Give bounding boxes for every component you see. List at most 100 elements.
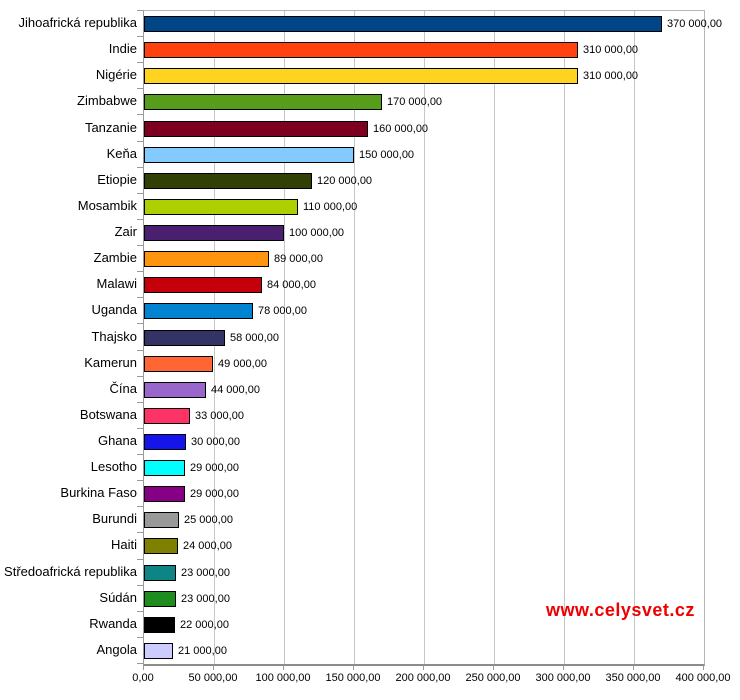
bar — [144, 251, 269, 268]
bar — [144, 460, 185, 477]
value-label: 24 000,00 — [183, 540, 232, 553]
x-axis-label: 200 000,00 — [395, 672, 451, 684]
bar — [144, 42, 578, 59]
value-label: 120 000,00 — [317, 174, 373, 187]
gridline — [564, 11, 565, 664]
value-label: 49 000,00 — [218, 357, 267, 370]
value-label: 22 000,00 — [180, 618, 229, 631]
category-label: Nigérie — [95, 67, 137, 83]
value-label: 23 000,00 — [181, 566, 230, 579]
y-axis-tick — [137, 271, 143, 272]
y-axis-tick — [137, 323, 143, 324]
x-axis-tick — [633, 665, 634, 670]
category-label: Súdán — [99, 589, 137, 605]
category-label: Burundi — [92, 511, 137, 527]
y-axis-tick — [137, 663, 143, 664]
y-axis-tick — [137, 532, 143, 533]
category-label: Zair — [114, 224, 137, 240]
category-label: Zambie — [93, 250, 137, 266]
bar — [144, 642, 173, 659]
value-label: 110 000,00 — [303, 200, 358, 213]
watermark-text: www.celysvet.cz — [546, 600, 695, 620]
value-label: 84 000,00 — [267, 279, 316, 292]
value-label: 33 000,00 — [195, 409, 244, 422]
category-label: Tanzanie — [84, 119, 137, 135]
category-label: Zimbabwe — [77, 93, 137, 109]
bar — [144, 486, 185, 503]
bar — [144, 146, 354, 163]
bar — [144, 564, 176, 581]
x-axis-label: 350 000,00 — [605, 672, 661, 684]
y-axis-tick — [137, 585, 143, 586]
value-label: 29 000,00 — [190, 462, 239, 475]
y-axis-tick — [137, 480, 143, 481]
category-label: Ghana — [97, 432, 137, 448]
value-label: 30 000,00 — [191, 435, 240, 448]
y-axis-tick — [137, 637, 143, 638]
x-axis-label: 100 000,00 — [255, 672, 311, 684]
x-axis-label: 300 000,00 — [535, 672, 591, 684]
category-label: Thajsko — [91, 328, 137, 344]
x-axis-label: 50 000,00 — [188, 672, 238, 684]
gridline — [424, 11, 425, 664]
bar — [144, 16, 662, 33]
category-label: Uganda — [91, 302, 137, 318]
value-label: 310 000,00 — [583, 44, 639, 57]
y-axis-tick — [137, 193, 143, 194]
y-axis-tick — [137, 114, 143, 115]
value-label: 150 000,00 — [359, 148, 415, 161]
category-label: Indie — [108, 41, 137, 57]
category-label: Etiopie — [97, 171, 137, 187]
category-label: Angola — [96, 641, 137, 657]
value-label: 100 000,00 — [289, 227, 345, 240]
x-axis-tick — [283, 665, 284, 670]
gridline — [634, 11, 635, 664]
x-axis-tick — [493, 665, 494, 670]
category-label: Mosambik — [77, 197, 137, 213]
value-label: 89 000,00 — [274, 253, 323, 266]
x-axis-tick — [143, 665, 144, 670]
y-axis-tick — [137, 376, 143, 377]
x-axis-label: 250 000,00 — [465, 672, 521, 684]
y-axis-tick — [137, 10, 143, 11]
bar — [144, 433, 186, 450]
x-axis-label: 400 000,00 — [675, 672, 731, 684]
y-axis-tick — [137, 245, 143, 246]
y-axis-tick — [137, 297, 143, 298]
bar — [144, 381, 206, 398]
bar — [144, 616, 175, 633]
x-axis-tick — [213, 665, 214, 670]
category-label: Keňa — [106, 145, 137, 161]
bar — [144, 355, 213, 372]
plot-area: 370 000,00 310 000,00 310 000,00 170 000,00… — [143, 10, 722, 666]
y-axis-tick — [137, 141, 143, 142]
bar — [144, 277, 262, 294]
category-label: Burkina Faso — [60, 485, 137, 501]
y-axis-tick — [137, 88, 143, 89]
y-axis-tick — [137, 506, 143, 507]
x-axis-label: 0,00 — [132, 672, 154, 684]
category-label: Čína — [109, 380, 137, 396]
category-label: Malawi — [96, 276, 137, 292]
x-axis-tick — [563, 665, 564, 670]
y-axis-tick — [137, 62, 143, 63]
value-label: 21 000,00 — [178, 644, 227, 657]
value-label: 160 000,00 — [373, 122, 429, 135]
y-axis-tick — [137, 36, 143, 37]
x-axis-label: 150 000,00 — [325, 672, 381, 684]
value-label: 58 000,00 — [230, 331, 279, 344]
category-label: Středoafrická republika — [4, 563, 137, 579]
x-axis-tick — [423, 665, 424, 670]
gridline — [284, 11, 285, 664]
bar — [144, 68, 578, 85]
bar — [144, 538, 178, 555]
category-label: Haiti — [110, 537, 137, 553]
y-axis-tick — [137, 454, 143, 455]
x-axis-tick — [703, 665, 704, 670]
bar — [144, 329, 225, 346]
y-axis-tick — [137, 611, 143, 612]
bar — [144, 94, 382, 111]
y-axis-tick — [137, 402, 143, 403]
value-label: 23 000,00 — [181, 592, 230, 605]
